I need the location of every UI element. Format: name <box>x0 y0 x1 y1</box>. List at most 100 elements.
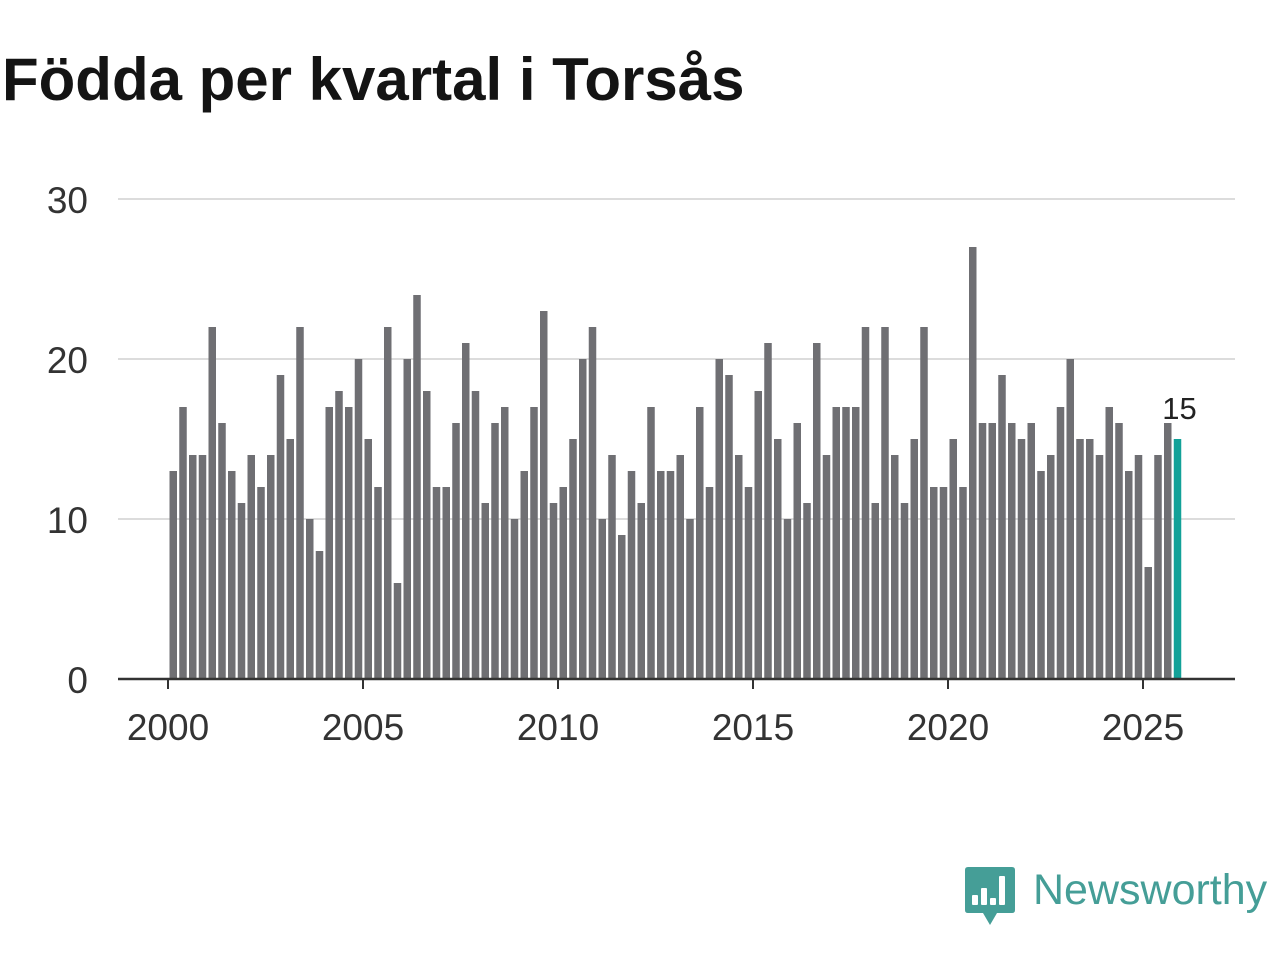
bar-2000-q4 <box>198 455 207 679</box>
bar-2020-q2 <box>959 487 967 679</box>
bar-2006-q4 <box>432 487 441 679</box>
bar-2006-q2 <box>413 295 421 679</box>
bar-2005-q1 <box>364 439 372 679</box>
bar-2012-q1 <box>637 503 645 679</box>
bar-2001-q4 <box>237 503 246 679</box>
bar-2011-q3 <box>618 535 626 679</box>
bar-2025-q3 <box>1164 423 1172 679</box>
bar-2014-q4 <box>744 487 753 679</box>
bar-2016-q1 <box>793 423 801 679</box>
data-labels: 15 <box>1162 391 1196 426</box>
newsworthy-logo-icon <box>965 867 1015 925</box>
bar-2021-q1 <box>988 423 996 679</box>
bar-2000-q2 <box>179 407 187 679</box>
bar-2015-q3 <box>774 439 782 679</box>
bar-2015-q4 <box>783 519 792 679</box>
bar-2011-q2 <box>608 455 616 679</box>
y-tick-label-0: 0 <box>67 660 88 701</box>
y-tick-label-30: 30 <box>47 180 88 221</box>
bar-2024-q2 <box>1115 423 1123 679</box>
bar-2019-q4 <box>939 487 948 679</box>
bar-2018-q2 <box>881 327 889 679</box>
x-tick-label-2015: 2015 <box>712 707 794 748</box>
bar-2019-q1 <box>910 439 918 679</box>
bar-2010-q1 <box>559 487 567 679</box>
y-tick-label-20: 20 <box>47 340 88 381</box>
bar-2002-q4 <box>276 375 285 679</box>
x-tick-label-2000: 2000 <box>127 707 209 748</box>
bar-2011-q4 <box>627 471 636 679</box>
bar-2010-q3 <box>579 359 587 679</box>
bar-2022-q4 <box>1056 407 1065 679</box>
bar-2020-q4 <box>978 423 987 679</box>
x-tick-label-2010: 2010 <box>517 707 599 748</box>
bar-2014-q3 <box>735 455 743 679</box>
bar-2025-q1 <box>1144 567 1152 679</box>
bar-2021-q4 <box>1017 439 1026 679</box>
bar-2007-q2 <box>452 423 460 679</box>
bar-2021-q2 <box>998 375 1006 679</box>
bar-2001-q3 <box>228 471 236 679</box>
bar-2009-q4 <box>549 503 558 679</box>
bar-2003-q3 <box>306 519 314 679</box>
bar-2022-q2 <box>1037 471 1045 679</box>
bar-2009-q1 <box>520 471 528 679</box>
bar-2003-q1 <box>286 439 294 679</box>
bar-2008-q4 <box>510 519 519 679</box>
x-tick-label-2025: 2025 <box>1102 707 1184 748</box>
bar-2019-q3 <box>930 487 938 679</box>
bar-2004-q4 <box>354 359 363 679</box>
bar-series <box>169 247 1182 679</box>
bar-2020-q3 <box>969 247 977 679</box>
y-axis-tick-labels: 0 10 20 30 <box>47 180 88 701</box>
logo-bar-1 <box>972 895 978 905</box>
bar-2023-q2 <box>1076 439 1084 679</box>
bar-2007-q3 <box>462 343 470 679</box>
bar-2012-q3 <box>657 471 665 679</box>
newsworthy-logo: Newsworthy <box>965 866 1268 925</box>
y-tick-label-10: 10 <box>47 500 88 541</box>
logo-bar-4 <box>999 876 1005 905</box>
bar-2021-q3 <box>1008 423 1016 679</box>
x-tick-label-2005: 2005 <box>322 707 404 748</box>
bar-2010-q2 <box>569 439 577 679</box>
bar-2017-q3 <box>852 407 860 679</box>
bar-2016-q4 <box>822 455 831 679</box>
bar-2022-q1 <box>1027 423 1035 679</box>
bar-2011-q1 <box>598 519 606 679</box>
bar-2018-q1 <box>871 503 879 679</box>
bar-2017-q2 <box>842 407 850 679</box>
bar-2014-q2 <box>725 375 733 679</box>
bar-2015-q1 <box>754 391 762 679</box>
bar-2006-q3 <box>423 391 431 679</box>
bar-2020-q1 <box>949 439 957 679</box>
bar-2017-q1 <box>832 407 840 679</box>
bar-2000-q3 <box>189 455 197 679</box>
bar-2001-q1 <box>208 327 216 679</box>
bar-2017-q4 <box>861 327 870 679</box>
bar-2013-q2 <box>686 519 694 679</box>
newsworthy-logo-text: Newsworthy <box>1033 866 1268 914</box>
logo-bar-2 <box>981 888 987 905</box>
logo-bar-3 <box>990 898 996 905</box>
bar-2018-q4 <box>900 503 909 679</box>
bar-2008-q1 <box>481 503 489 679</box>
bar-2013-q1 <box>676 455 684 679</box>
bar-2025-q2 <box>1154 455 1162 679</box>
bar-2013-q4 <box>705 487 714 679</box>
bar-2016-q2 <box>803 503 811 679</box>
x-tick-label-2020: 2020 <box>907 707 989 748</box>
bar-2012-q4 <box>666 471 675 679</box>
bar-2015-q2 <box>764 343 772 679</box>
bar-2003-q4 <box>315 551 324 679</box>
bar-2006-q1 <box>403 359 411 679</box>
bar-2009-q2 <box>530 407 538 679</box>
bar-2024-q1 <box>1105 407 1113 679</box>
bar-2007-q1 <box>442 487 450 679</box>
x-axis: 2000 2005 2010 2015 2020 2025 <box>118 677 1235 748</box>
bar-2005-q2 <box>374 487 382 679</box>
bar-2023-q1 <box>1066 359 1074 679</box>
data-label-latest-bar: 15 <box>1162 391 1196 426</box>
bar-2002-q2 <box>257 487 265 679</box>
